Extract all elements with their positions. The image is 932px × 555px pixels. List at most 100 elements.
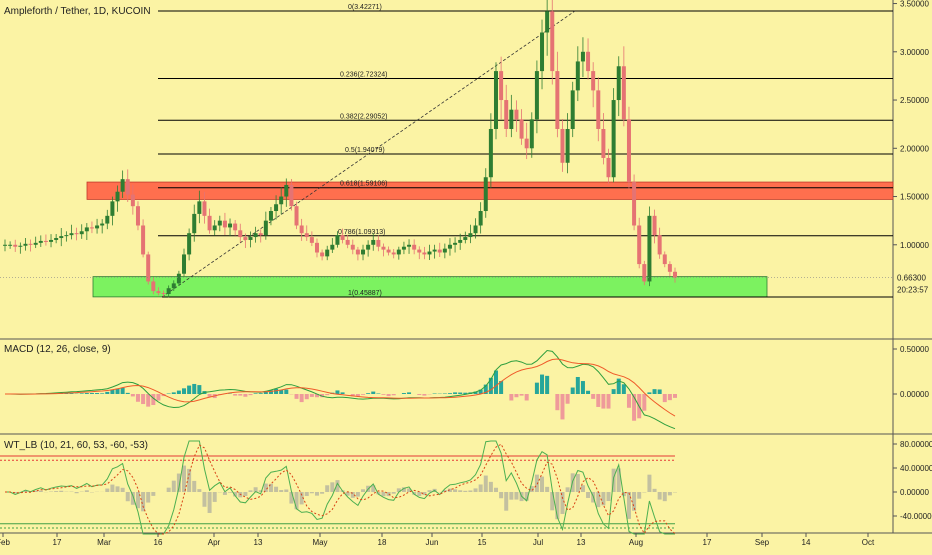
fib-level-label: 0(3.42271): [348, 4, 382, 11]
time-tick-label: May: [312, 538, 327, 547]
macd-histogram-bar: [422, 394, 426, 396]
candle-body: [295, 206, 299, 225]
candle-body: [566, 129, 570, 163]
candle-body: [254, 233, 258, 237]
candle-body: [381, 247, 385, 250]
wt-diff-bar: [151, 492, 155, 496]
candle-body: [330, 245, 334, 250]
macd-histogram-bar: [540, 375, 544, 394]
price-tick-label: 2.00000: [900, 144, 929, 153]
wt-diff-bar: [637, 492, 641, 499]
macd-histogram-bar: [535, 383, 539, 394]
wt-diff-bar: [458, 490, 462, 492]
candle-body: [121, 179, 125, 192]
time-tick-label: 17: [703, 538, 712, 547]
candle-body: [387, 250, 391, 253]
macd-title: MACD (12, 26, close, 9): [4, 344, 111, 355]
macd-histogram-bar: [545, 376, 549, 394]
candle-body: [8, 245, 12, 246]
wt-tick-label: -40.00000: [900, 512, 932, 521]
wt-diff-bar: [509, 492, 513, 500]
candle-body: [110, 201, 114, 215]
macd-histogram-bar: [248, 394, 252, 395]
macd-histogram-bar: [647, 392, 651, 394]
wt-diff-bar: [274, 487, 278, 492]
candle-body: [346, 240, 350, 245]
wt-diff-bar: [627, 492, 631, 519]
candle-body: [131, 195, 135, 207]
candle-body: [412, 245, 416, 250]
price-tick-label: 3.50000: [900, 0, 929, 9]
candle-body: [422, 253, 426, 255]
candle-body: [85, 227, 89, 231]
wt-diff-bar: [315, 492, 319, 496]
candle-body: [458, 240, 462, 243]
time-tick-label: Jul: [533, 538, 543, 547]
candle-body: [576, 61, 580, 90]
macd-histogram-bar: [254, 393, 258, 394]
candle-body: [392, 253, 396, 255]
fib-level-label: 0.5(1.94079): [345, 147, 385, 154]
candle-body: [417, 250, 421, 253]
candle-body: [80, 231, 84, 234]
candle-body: [69, 233, 73, 235]
macd-histogram-bar: [392, 394, 396, 395]
macd-histogram-bar: [238, 394, 242, 396]
macd-histogram-bar: [520, 394, 524, 396]
wt-diff-bar: [110, 485, 114, 492]
macd-histogram-bar: [381, 394, 385, 395]
macd-histogram-bar: [305, 394, 309, 399]
wt-diff-bar: [489, 482, 493, 492]
macd-histogram-bar: [136, 394, 140, 402]
macd-histogram-bar: [555, 394, 559, 410]
candle-body: [59, 236, 63, 238]
price-tick-label: 1.50000: [900, 193, 929, 202]
wt-diff-bar: [361, 489, 365, 492]
wt-diff-bar: [85, 490, 89, 492]
candle-body: [571, 90, 575, 129]
macd-histogram-bar: [571, 388, 575, 394]
wt-diff-bar: [295, 492, 299, 509]
wt-diff-bar: [596, 492, 600, 507]
candle-body: [642, 264, 646, 281]
candle-body: [228, 224, 232, 228]
wt-tick-label: 0.00000: [900, 488, 929, 497]
candle-body: [213, 225, 217, 230]
candle-body: [607, 158, 611, 177]
macd-histogram-bar: [197, 385, 201, 394]
macd-histogram-bar: [601, 394, 605, 409]
macd-histogram-bar: [566, 394, 570, 404]
wt-diff-bar: [305, 492, 309, 496]
wt-diff-bar: [668, 492, 672, 495]
time-tick-label: Aug: [629, 538, 643, 547]
candle-body: [443, 249, 447, 253]
wt-diff-bar: [172, 481, 176, 492]
candle-body: [335, 235, 339, 245]
wt-diff-bar: [192, 481, 196, 492]
wt-tick-label: 80.00000: [900, 440, 932, 449]
candle-body: [202, 201, 206, 215]
macd-histogram-bar: [366, 393, 370, 394]
candle-body: [371, 240, 375, 245]
candle-body: [243, 237, 247, 240]
candle-body: [305, 233, 309, 237]
candle-body: [289, 185, 293, 206]
candle-body: [428, 252, 432, 255]
candle-body: [653, 216, 657, 235]
wt-diff-bar: [417, 492, 421, 496]
candle-body: [34, 243, 38, 245]
macd-histogram-bar: [156, 394, 160, 400]
time-tick-label: Jun: [426, 538, 439, 547]
macd-histogram-bar: [100, 393, 104, 394]
candle-body: [259, 233, 263, 235]
wt-diff-bar: [39, 491, 43, 492]
wt-title: WT_LB (10, 21, 60, 53, -60, -53): [4, 440, 148, 451]
wt-diff-bar: [545, 487, 549, 492]
macd-histogram-bar: [612, 389, 616, 394]
time-tick-label: 13: [577, 538, 586, 547]
macd-histogram-bar: [525, 394, 529, 400]
macd-histogram-bar: [259, 393, 263, 394]
candle-body: [647, 216, 651, 282]
